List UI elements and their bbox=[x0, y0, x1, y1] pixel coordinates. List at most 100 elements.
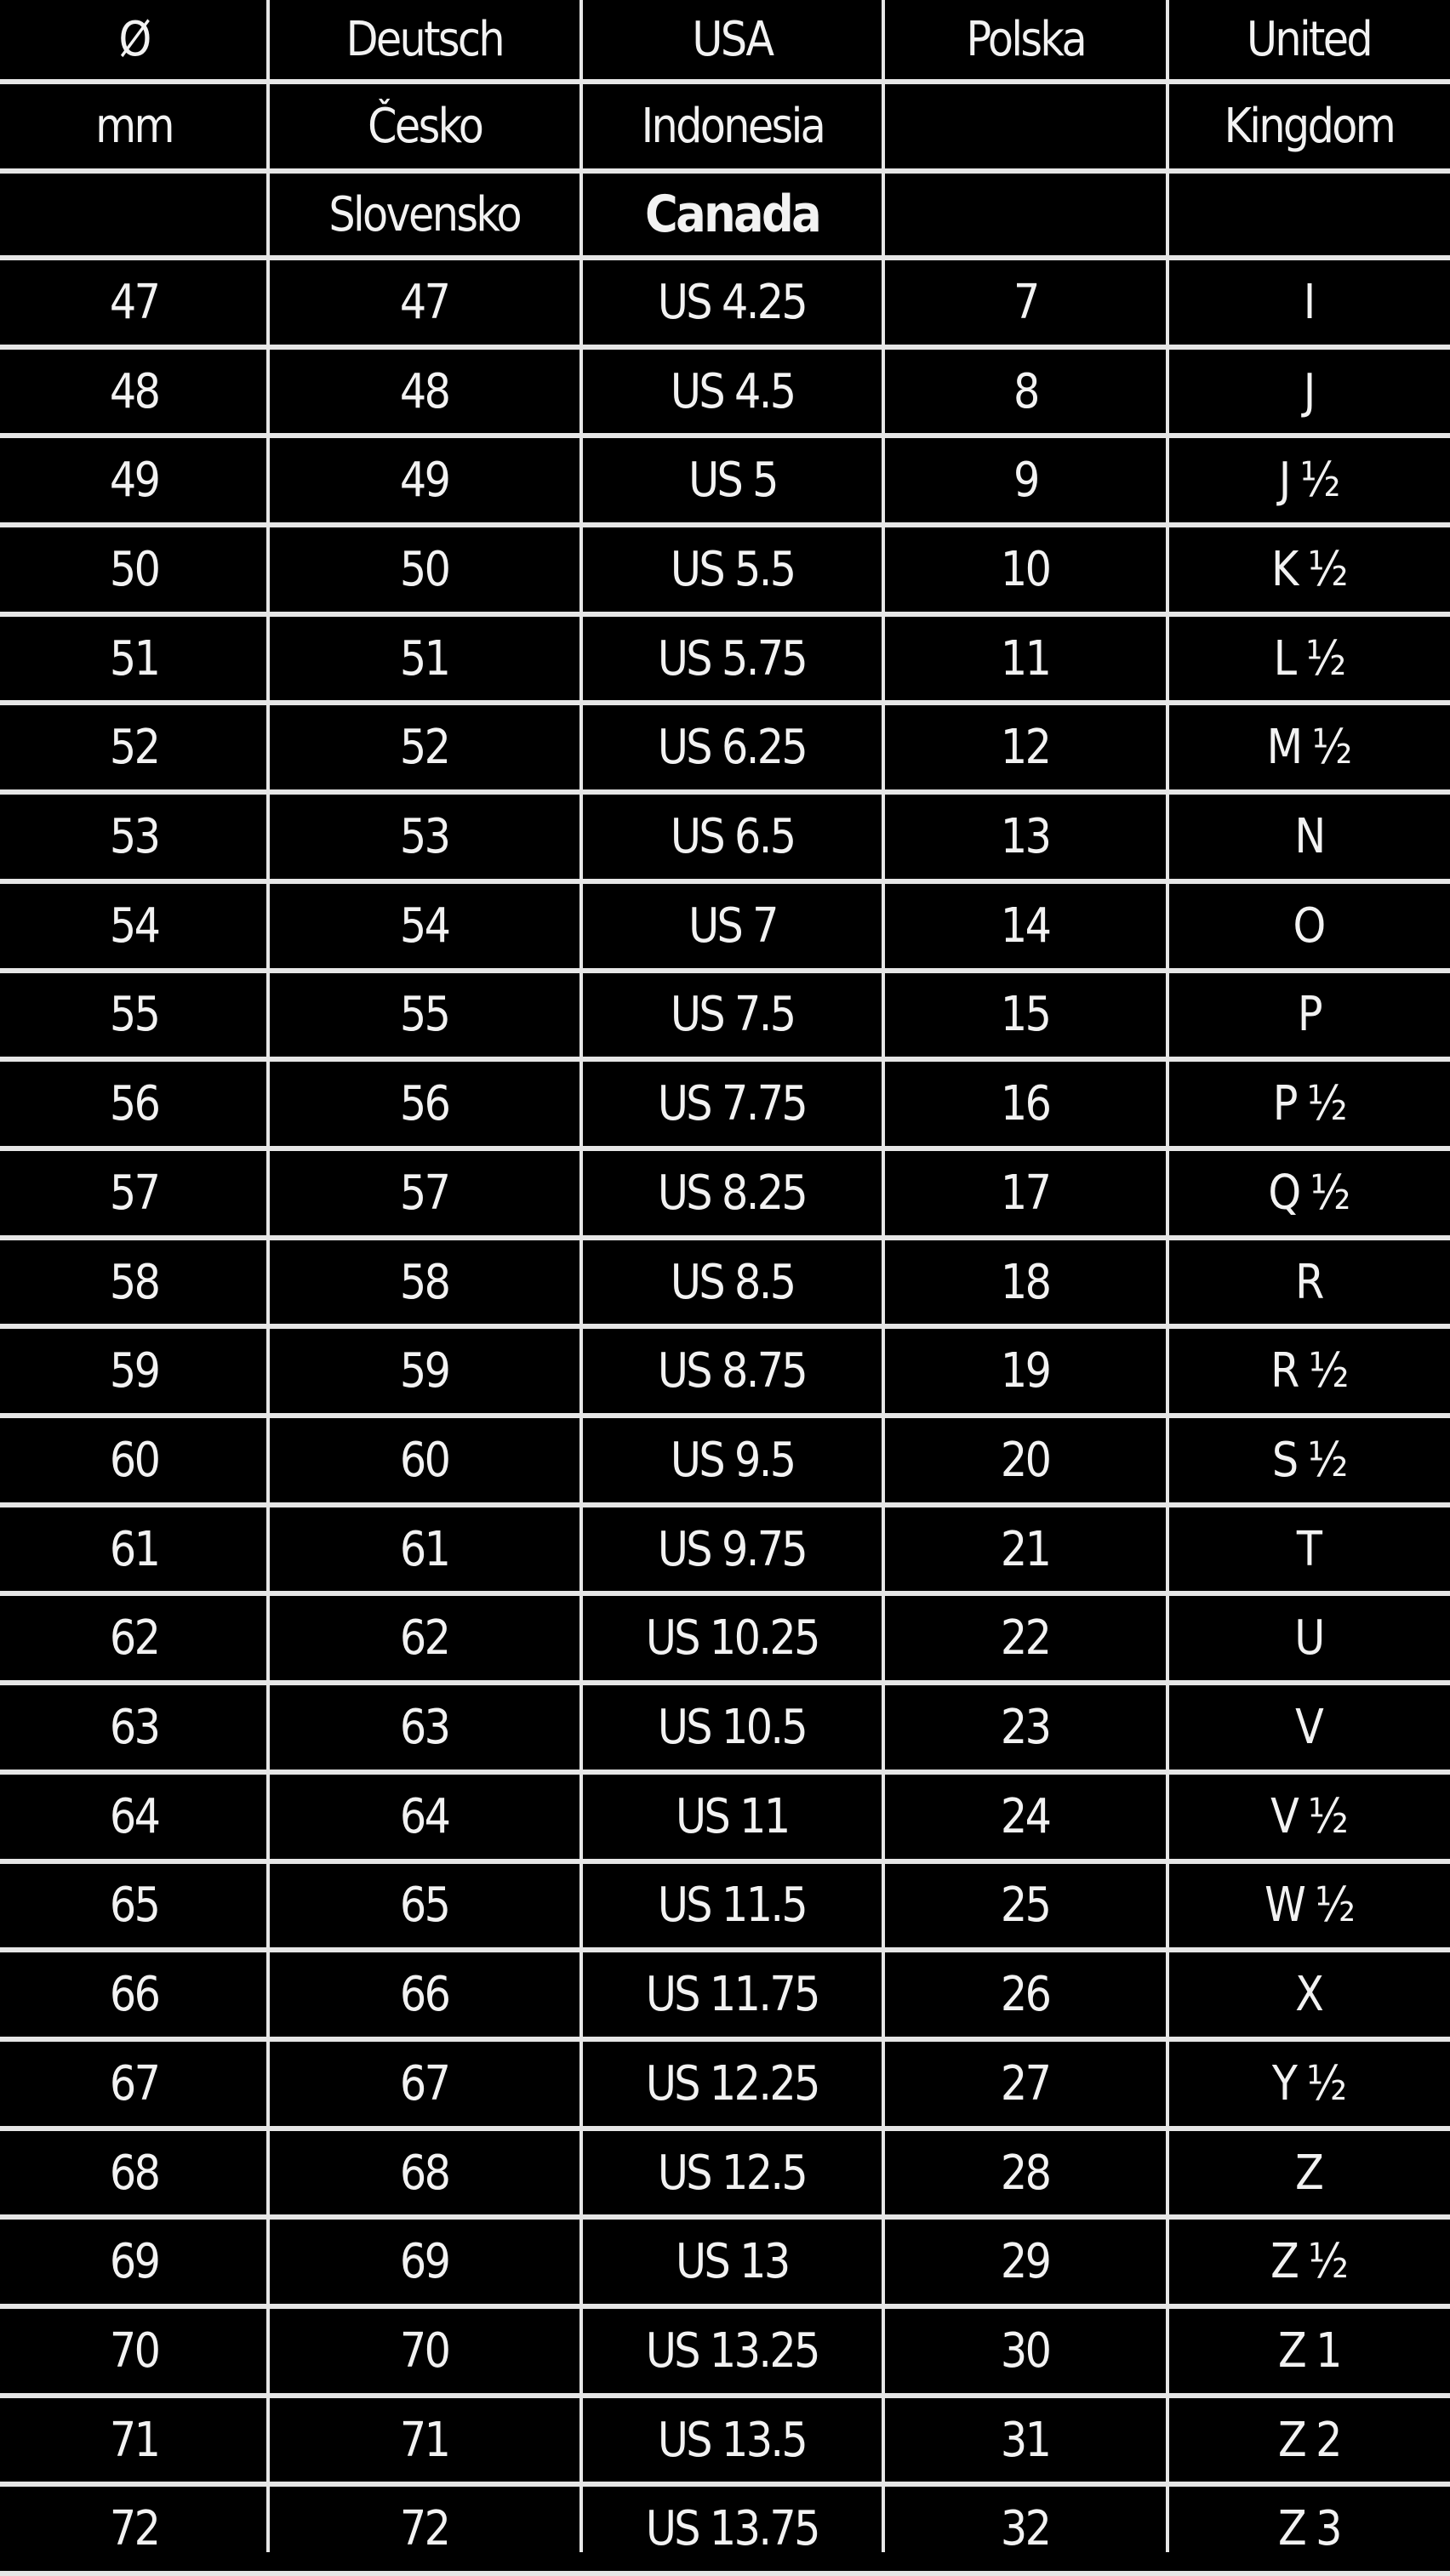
cell-deutsch-cesko-slovensko: 68 bbox=[268, 2131, 581, 2215]
header-cell-polska bbox=[883, 84, 1167, 168]
cell-text: US 10.5 bbox=[658, 1700, 806, 1755]
cell-diameter-mm: 65 bbox=[0, 1864, 268, 1948]
cell-united-kingdom: W ½ bbox=[1167, 1864, 1450, 1948]
cell-usa-indonesia-canada: US 9.75 bbox=[581, 1507, 883, 1592]
cell-text: 62 bbox=[400, 1610, 448, 1666]
cell-text: 59 bbox=[400, 1343, 448, 1399]
cell-text: 54 bbox=[110, 898, 158, 954]
header-cell-diameter-mm: mm bbox=[0, 84, 268, 168]
cell-diameter-mm: 64 bbox=[0, 1775, 268, 1859]
header-cell-diameter-mm bbox=[0, 174, 268, 255]
cell-text: Ø bbox=[118, 12, 149, 67]
cell-united-kingdom: X bbox=[1167, 1952, 1450, 2037]
cell-polska: 24 bbox=[883, 1775, 1167, 1859]
cell-text: 24 bbox=[1001, 1789, 1049, 1844]
cell-diameter-mm: 47 bbox=[0, 260, 268, 345]
cell-text: Indonesia bbox=[641, 99, 824, 154]
cell-united-kingdom: V bbox=[1167, 1685, 1450, 1770]
cell-text: US 10.25 bbox=[646, 1610, 819, 1666]
cell-text: Q ½ bbox=[1269, 1165, 1349, 1221]
cell-diameter-mm: 72 bbox=[0, 2488, 268, 2572]
cell-text: 67 bbox=[110, 2056, 158, 2112]
cell-text: 28 bbox=[1001, 2146, 1049, 2201]
cell-text: P ½ bbox=[1272, 1076, 1344, 1131]
cell-text: L ½ bbox=[1274, 631, 1344, 687]
cell-united-kingdom: O bbox=[1167, 884, 1450, 968]
cell-deutsch-cesko-slovensko: 58 bbox=[268, 1240, 581, 1325]
cell-usa-indonesia-canada: US 11.5 bbox=[581, 1864, 883, 1948]
cell-text: 70 bbox=[110, 2323, 158, 2379]
cell-polska: 7 bbox=[883, 260, 1167, 345]
cell-text: 48 bbox=[400, 364, 448, 419]
cell-usa-indonesia-canada: US 7.5 bbox=[581, 973, 883, 1057]
cell-diameter-mm: 66 bbox=[0, 1952, 268, 2037]
cell-polska: 18 bbox=[883, 1240, 1167, 1325]
cell-united-kingdom: J bbox=[1167, 350, 1450, 434]
cell-text: Deutsch bbox=[346, 12, 503, 67]
cell-text: US 6.5 bbox=[671, 809, 795, 864]
cell-text: 59 bbox=[110, 1343, 158, 1399]
cell-text: Z bbox=[1295, 2146, 1322, 2201]
cell-usa-indonesia-canada: US 8.25 bbox=[581, 1151, 883, 1235]
cell-usa-indonesia-canada: US 13 bbox=[581, 2220, 883, 2304]
cell-diameter-mm: 52 bbox=[0, 706, 268, 790]
cell-diameter-mm: 63 bbox=[0, 1685, 268, 1770]
cell-polska: 8 bbox=[883, 350, 1167, 434]
cell-usa-indonesia-canada: US 6.25 bbox=[581, 706, 883, 790]
cell-text: 71 bbox=[400, 2413, 448, 2468]
column-divider bbox=[579, 0, 583, 2552]
cell-text: 23 bbox=[1001, 1700, 1049, 1755]
cell-text: US 4.5 bbox=[671, 364, 795, 419]
cell-text: R bbox=[1295, 1255, 1322, 1310]
cell-diameter-mm: 62 bbox=[0, 1597, 268, 1681]
cell-united-kingdom: Z 2 bbox=[1167, 2398, 1450, 2482]
cell-diameter-mm: 48 bbox=[0, 350, 268, 434]
cell-usa-indonesia-canada: US 12.5 bbox=[581, 2131, 883, 2215]
cell-text: USA bbox=[692, 12, 772, 67]
cell-deutsch-cesko-slovensko: 67 bbox=[268, 2042, 581, 2126]
cell-diameter-mm: 69 bbox=[0, 2220, 268, 2304]
cell-polska: 15 bbox=[883, 973, 1167, 1057]
cell-usa-indonesia-canada: US 9.5 bbox=[581, 1418, 883, 1502]
cell-polska: 31 bbox=[883, 2398, 1167, 2482]
cell-diameter-mm: 61 bbox=[0, 1507, 268, 1592]
cell-text: US 4.25 bbox=[658, 275, 806, 330]
cell-text: 18 bbox=[1001, 1255, 1049, 1310]
cell-deutsch-cesko-slovensko: 71 bbox=[268, 2398, 581, 2482]
cell-usa-indonesia-canada: US 7 bbox=[581, 884, 883, 968]
cell-diameter-mm: 53 bbox=[0, 795, 268, 879]
cell-united-kingdom: P ½ bbox=[1167, 1062, 1450, 1146]
cell-text: 69 bbox=[400, 2234, 448, 2289]
cell-diameter-mm: 57 bbox=[0, 1151, 268, 1235]
cell-polska: 14 bbox=[883, 884, 1167, 968]
cell-text: 48 bbox=[110, 364, 158, 419]
cell-deutsch-cesko-slovensko: 64 bbox=[268, 1775, 581, 1859]
cell-text: 16 bbox=[1001, 1076, 1049, 1131]
cell-deutsch-cesko-slovensko: 56 bbox=[268, 1062, 581, 1146]
header-cell-united-kingdom: United bbox=[1167, 0, 1450, 79]
cell-text: 56 bbox=[110, 1076, 158, 1131]
cell-usa-indonesia-canada: US 7.75 bbox=[581, 1062, 883, 1146]
cell-polska: 30 bbox=[883, 2309, 1167, 2393]
cell-text: US 6.25 bbox=[658, 720, 806, 775]
cell-deutsch-cesko-slovensko: 62 bbox=[268, 1597, 581, 1681]
cell-polska: 19 bbox=[883, 1329, 1167, 1413]
cell-text: 8 bbox=[1013, 364, 1038, 419]
cell-usa-indonesia-canada: US 11 bbox=[581, 1775, 883, 1859]
cell-text: 62 bbox=[110, 1610, 158, 1666]
header-cell-usa-indonesia-canada: Canada bbox=[581, 174, 883, 255]
cell-text: W ½ bbox=[1264, 1878, 1353, 1933]
